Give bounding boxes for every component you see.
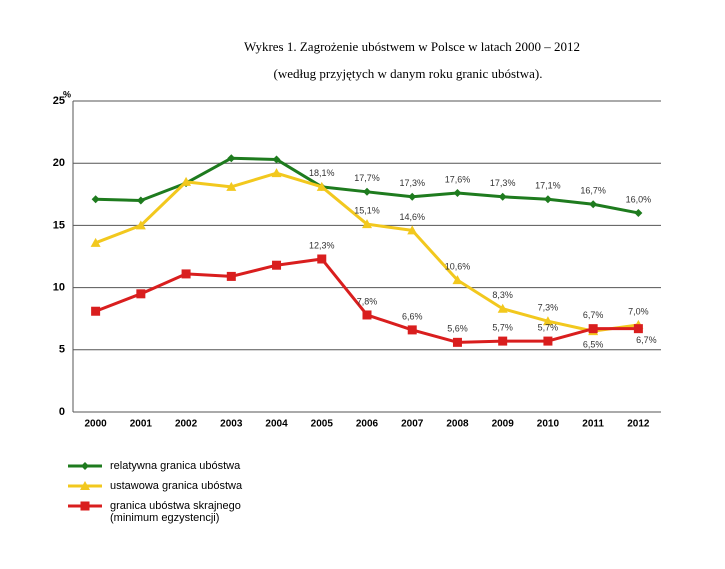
legend-item: granica ubóstwa skrajnego (minimum egzys… (68, 500, 270, 524)
data-label: 16,7% (580, 186, 606, 196)
data-label: 6,7% (636, 335, 657, 345)
y-tick-label: 0 (59, 406, 65, 418)
marker (408, 192, 417, 201)
marker (317, 254, 327, 264)
data-label: 5,7% (538, 322, 559, 332)
data-label: 10,6% (445, 262, 471, 272)
marker (452, 275, 463, 285)
data-label: 7,3% (538, 303, 559, 313)
data-label: 14,6% (399, 212, 425, 222)
legend-swatch (68, 501, 102, 511)
marker (226, 181, 237, 191)
marker (181, 176, 192, 186)
data-label: 18,1% (309, 168, 335, 178)
marker (453, 189, 462, 198)
x-tick-label: 2002 (175, 419, 198, 430)
data-label: 6,6% (402, 311, 423, 321)
marker (363, 187, 371, 196)
marker (407, 225, 418, 235)
data-label: 17,1% (535, 181, 561, 191)
x-tick-label: 2012 (627, 419, 650, 430)
marker (80, 481, 90, 490)
marker (589, 200, 598, 209)
marker (271, 168, 282, 178)
marker (543, 195, 552, 204)
data-label: 17,3% (399, 178, 425, 188)
marker (272, 260, 282, 270)
marker (136, 196, 145, 205)
marker (452, 337, 462, 347)
marker (181, 269, 191, 279)
y-tick-label: 10 (53, 282, 65, 294)
marker (272, 155, 281, 164)
x-tick-label: 2006 (356, 419, 379, 430)
marker (90, 237, 101, 247)
marker (543, 336, 553, 346)
chart-subtitle: (według przyjętych w danym roku granic u… (274, 66, 543, 81)
marker (91, 306, 101, 316)
y-tick-label: 25 (53, 95, 65, 107)
y-tick-label: 5 (59, 344, 65, 356)
data-label: 5,6% (447, 324, 468, 334)
data-label: 8,3% (492, 290, 513, 300)
marker (91, 195, 100, 204)
marker (316, 181, 327, 191)
data-label: 12,3% (309, 240, 335, 250)
data-label: 7,8% (357, 296, 378, 306)
legend-swatch (68, 462, 102, 470)
data-label: 17,3% (490, 178, 516, 188)
y-axis-label: % (63, 89, 71, 99)
x-tick-label: 2005 (311, 419, 334, 430)
marker (497, 303, 508, 313)
legend-label: granica ubóstwa skrajnego (minimum egzys… (110, 500, 241, 524)
data-label: 17,7% (354, 173, 380, 183)
x-tick-label: 2001 (130, 419, 153, 430)
marker (226, 271, 236, 281)
marker (498, 336, 508, 346)
marker (80, 501, 90, 511)
legend: relatywna granica ubóstwa ustawowa granic… (68, 460, 270, 532)
marker (588, 324, 598, 334)
marker (542, 316, 553, 326)
marker (227, 154, 236, 163)
marker (362, 219, 372, 229)
data-label: 6,5% (583, 340, 604, 350)
marker (81, 462, 89, 470)
data-label: 7,0% (628, 306, 649, 316)
legend-swatch (68, 481, 102, 490)
x-tick-label: 2003 (220, 419, 243, 430)
marker (136, 289, 146, 299)
x-tick-label: 2010 (537, 419, 560, 430)
x-tick-label: 2011 (582, 419, 604, 430)
data-label: 5,7% (492, 322, 513, 332)
legend-item: ustawowa granica ubóstwa (68, 480, 270, 492)
chart-title: Wykres 1. Zagrożenie ubóstwem w Polsce w… (244, 39, 580, 54)
marker (407, 325, 417, 335)
legend-item: relatywna granica ubóstwa (68, 460, 270, 472)
y-tick-label: 15 (53, 219, 65, 231)
x-tick-label: 2000 (84, 419, 107, 430)
data-label: 17,6% (445, 174, 471, 184)
x-tick-label: 2008 (446, 419, 469, 430)
marker (634, 208, 643, 217)
marker (633, 324, 643, 334)
legend-label: relatywna granica ubóstwa (110, 460, 241, 472)
marker (362, 310, 372, 320)
data-label: 15,1% (354, 206, 380, 216)
marker (135, 220, 146, 230)
data-label: 6,7% (583, 310, 604, 320)
marker (498, 192, 507, 201)
data-label: 16,0% (626, 194, 652, 204)
x-tick-label: 2007 (401, 419, 424, 430)
y-tick-label: 20 (53, 157, 65, 169)
x-tick-label: 2009 (492, 419, 515, 430)
x-tick-label: 2004 (265, 419, 288, 430)
legend-label: ustawowa granica ubóstwa (110, 480, 243, 492)
